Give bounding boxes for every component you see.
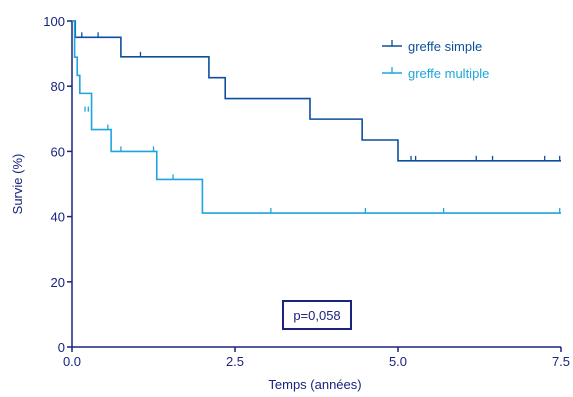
- y-tick-label: 20: [51, 275, 65, 290]
- y-tick-label: 80: [51, 79, 65, 94]
- p-value-frame: [282, 300, 352, 330]
- y-axis-title: Survie (%): [10, 154, 25, 215]
- legend: greffe simple greffe multiple: [382, 39, 489, 81]
- y-tick-label: 100: [43, 14, 65, 29]
- x-tick-label: 0.0: [63, 354, 81, 369]
- x-tick-label: 5.0: [389, 354, 407, 369]
- p-value-label: p=0,058: [293, 308, 340, 323]
- x-tick-label: 7.5: [552, 354, 570, 369]
- x-tick-label: 2.5: [226, 354, 244, 369]
- x-axis-title: Temps (années): [268, 377, 361, 392]
- y-tick-label: 60: [51, 144, 65, 159]
- legend-label: greffe simple: [408, 39, 482, 54]
- survival-curve: [72, 20, 561, 162]
- y-tick-label: 0: [58, 340, 65, 355]
- series-2: [72, 20, 561, 214]
- legend-label: greffe multiple: [408, 66, 489, 81]
- survival-curve: [72, 20, 561, 214]
- p-value-box: p=0,058: [282, 300, 352, 330]
- y-tick-label: 40: [51, 210, 65, 225]
- axes: 0 20 40 60 80 100 0.0 2.5 5.0 7.5: [43, 14, 570, 369]
- series-1: [72, 20, 561, 162]
- series-layer: [72, 20, 561, 214]
